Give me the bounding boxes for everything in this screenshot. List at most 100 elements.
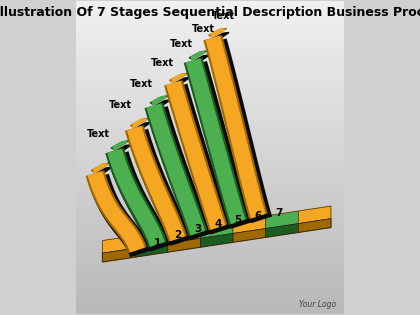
Polygon shape bbox=[102, 206, 331, 253]
Bar bbox=[76, 126, 344, 131]
Bar bbox=[76, 210, 344, 215]
Text: 4: 4 bbox=[214, 219, 222, 229]
Bar bbox=[76, 111, 344, 116]
Polygon shape bbox=[172, 74, 186, 82]
Bar bbox=[76, 79, 344, 84]
Polygon shape bbox=[170, 73, 188, 82]
Text: 2: 2 bbox=[174, 230, 181, 240]
Bar bbox=[76, 11, 344, 16]
Polygon shape bbox=[211, 29, 225, 37]
Polygon shape bbox=[191, 52, 205, 60]
Polygon shape bbox=[102, 236, 135, 253]
Polygon shape bbox=[154, 100, 171, 109]
Bar bbox=[76, 252, 344, 257]
Polygon shape bbox=[150, 96, 168, 105]
Polygon shape bbox=[193, 55, 210, 64]
Bar bbox=[76, 267, 344, 272]
Text: 5: 5 bbox=[235, 215, 242, 225]
Polygon shape bbox=[102, 248, 135, 262]
Bar bbox=[76, 43, 344, 48]
Polygon shape bbox=[298, 206, 331, 224]
Bar bbox=[76, 116, 344, 121]
Bar bbox=[76, 6, 344, 11]
Polygon shape bbox=[233, 228, 266, 242]
Bar bbox=[76, 105, 344, 111]
Bar bbox=[76, 16, 344, 22]
Polygon shape bbox=[135, 231, 168, 248]
Text: Text: Text bbox=[130, 78, 153, 89]
Bar bbox=[76, 304, 344, 309]
Bar bbox=[76, 89, 344, 95]
Polygon shape bbox=[102, 219, 331, 262]
Text: 7: 7 bbox=[275, 208, 282, 218]
Bar bbox=[76, 220, 344, 226]
Bar bbox=[76, 309, 344, 314]
Polygon shape bbox=[111, 141, 129, 150]
Bar bbox=[76, 189, 344, 194]
Bar bbox=[76, 204, 344, 210]
Bar bbox=[76, 22, 344, 27]
Bar bbox=[76, 278, 344, 283]
Polygon shape bbox=[168, 226, 200, 243]
Bar bbox=[76, 173, 344, 178]
Bar bbox=[76, 299, 344, 304]
Polygon shape bbox=[134, 122, 151, 132]
Polygon shape bbox=[113, 141, 127, 150]
Bar bbox=[76, 199, 344, 204]
Text: Text: Text bbox=[192, 24, 215, 34]
Bar bbox=[76, 257, 344, 262]
Bar bbox=[76, 272, 344, 278]
Bar bbox=[76, 283, 344, 288]
Bar bbox=[76, 168, 344, 173]
Bar bbox=[76, 1, 344, 6]
Polygon shape bbox=[168, 238, 200, 252]
Polygon shape bbox=[233, 216, 266, 233]
Bar bbox=[76, 53, 344, 58]
Text: 3: 3 bbox=[194, 224, 202, 234]
Bar bbox=[76, 74, 344, 79]
Text: 6: 6 bbox=[255, 211, 262, 221]
Bar bbox=[76, 226, 344, 231]
Bar bbox=[76, 231, 344, 236]
Bar bbox=[76, 241, 344, 246]
Polygon shape bbox=[209, 28, 227, 37]
Bar bbox=[76, 147, 344, 152]
Polygon shape bbox=[189, 51, 207, 60]
Bar bbox=[76, 37, 344, 43]
Text: Text: Text bbox=[87, 129, 110, 139]
Bar bbox=[76, 121, 344, 126]
Text: Text: Text bbox=[151, 58, 173, 68]
Bar bbox=[76, 184, 344, 189]
Text: 1: 1 bbox=[154, 238, 161, 248]
Bar bbox=[76, 293, 344, 299]
Bar bbox=[76, 262, 344, 267]
Bar bbox=[76, 69, 344, 74]
Bar bbox=[76, 194, 344, 199]
Polygon shape bbox=[200, 221, 233, 238]
Bar bbox=[76, 158, 344, 163]
Polygon shape bbox=[173, 77, 190, 87]
Bar bbox=[76, 236, 344, 241]
Bar bbox=[76, 27, 344, 32]
Polygon shape bbox=[94, 164, 107, 172]
Polygon shape bbox=[298, 219, 331, 232]
Polygon shape bbox=[152, 97, 166, 105]
Polygon shape bbox=[133, 119, 147, 127]
Bar bbox=[76, 100, 344, 105]
Polygon shape bbox=[213, 32, 229, 42]
Polygon shape bbox=[266, 211, 298, 228]
Bar bbox=[76, 63, 344, 69]
Bar bbox=[76, 95, 344, 100]
Bar bbox=[76, 58, 344, 63]
Bar bbox=[76, 131, 344, 137]
Bar bbox=[76, 178, 344, 184]
Polygon shape bbox=[115, 145, 131, 154]
Bar bbox=[76, 152, 344, 158]
Bar bbox=[76, 84, 344, 89]
Text: Text: Text bbox=[212, 11, 235, 21]
Bar bbox=[76, 163, 344, 168]
Bar bbox=[76, 288, 344, 293]
Bar bbox=[76, 246, 344, 252]
Text: Text: Text bbox=[108, 100, 131, 111]
Bar bbox=[76, 215, 344, 220]
